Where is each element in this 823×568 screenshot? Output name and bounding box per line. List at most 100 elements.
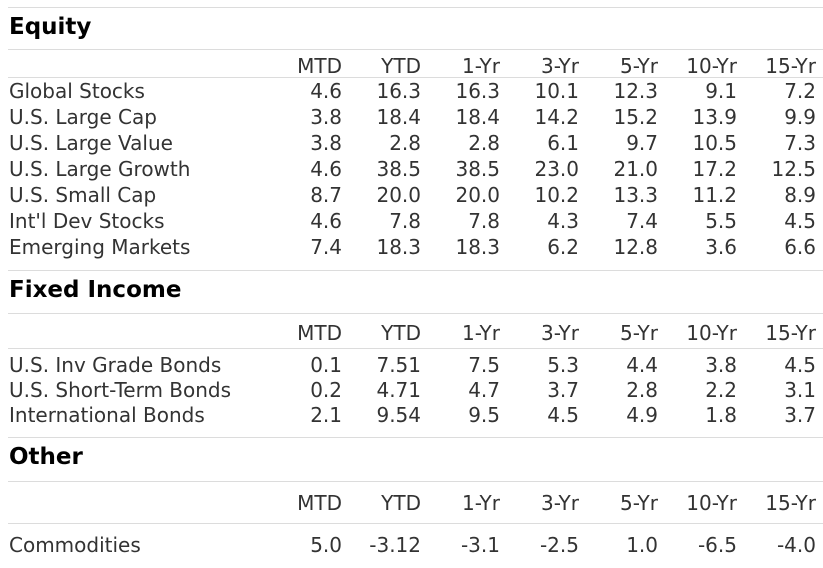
table-row: Commodities 5.0 -3.12 -3.1 -2.5 1.0 -6.5… xyxy=(0,532,823,558)
divider xyxy=(8,270,823,271)
column-header-mtd: MTD xyxy=(297,491,342,515)
cell-15yr: 4.5 xyxy=(784,353,816,377)
cell-1yr: 9.5 xyxy=(468,403,500,427)
column-header-15yr: 15-Yr xyxy=(765,321,816,345)
divider xyxy=(8,77,823,78)
column-header-mtd: MTD xyxy=(297,321,342,345)
column-header-1yr: 1-Yr xyxy=(461,491,500,515)
table-row: U.S. Small Cap 8.7 20.0 20.0 10.2 13.3 1… xyxy=(0,182,823,208)
cell-5yr: 4.4 xyxy=(626,353,658,377)
row-label: U.S. Small Cap xyxy=(9,183,157,207)
cell-mtd: 4.6 xyxy=(310,209,342,233)
cell-3yr: 23.0 xyxy=(534,157,579,181)
cell-3yr: 14.2 xyxy=(534,105,579,129)
row-label: Int'l Dev Stocks xyxy=(9,209,165,233)
cell-mtd: 4.6 xyxy=(310,79,342,103)
cell-1yr: 7.8 xyxy=(468,209,500,233)
cell-1yr: -3.1 xyxy=(460,533,500,557)
row-label: Global Stocks xyxy=(9,79,145,103)
cell-5yr: 2.8 xyxy=(626,378,658,402)
cell-15yr: -4.0 xyxy=(776,533,816,557)
column-header-10yr: 10-Yr xyxy=(686,491,737,515)
cell-ytd: 16.3 xyxy=(376,79,421,103)
cell-ytd: 9.54 xyxy=(376,403,421,427)
cell-15yr: 7.2 xyxy=(784,79,816,103)
column-header-3yr: 3-Yr xyxy=(540,54,579,78)
cell-mtd: 7.4 xyxy=(310,235,342,259)
cell-1yr: 18.3 xyxy=(455,235,500,259)
cell-3yr: 5.3 xyxy=(547,353,579,377)
cell-mtd: 4.6 xyxy=(310,157,342,181)
cell-15yr: 7.3 xyxy=(784,131,816,155)
cell-10yr: 17.2 xyxy=(692,157,737,181)
cell-3yr: 6.2 xyxy=(547,235,579,259)
row-label: U.S. Inv Grade Bonds xyxy=(9,353,222,377)
cell-5yr: 1.0 xyxy=(626,533,658,557)
table-row: U.S. Inv Grade Bonds 0.1 7.51 7.5 5.3 4.… xyxy=(0,352,823,378)
table-row: Int'l Dev Stocks 4.6 7.8 7.8 4.3 7.4 5.5… xyxy=(0,208,823,234)
cell-3yr: 3.7 xyxy=(547,378,579,402)
row-label: U.S. Large Cap xyxy=(9,105,157,129)
cell-10yr: -6.5 xyxy=(697,533,737,557)
cell-10yr: 10.5 xyxy=(692,131,737,155)
cell-10yr: 13.9 xyxy=(692,105,737,129)
cell-1yr: 2.8 xyxy=(468,131,500,155)
cell-ytd: 2.8 xyxy=(389,131,421,155)
divider xyxy=(8,7,823,8)
section-title-fixed-income: Fixed Income xyxy=(9,277,182,303)
cell-10yr: 9.1 xyxy=(705,79,737,103)
cell-5yr: 7.4 xyxy=(626,209,658,233)
column-header-3yr: 3-Yr xyxy=(540,321,579,345)
cell-ytd: 18.4 xyxy=(376,105,421,129)
column-header-5yr: 5-Yr xyxy=(619,54,658,78)
cell-3yr: 4.3 xyxy=(547,209,579,233)
column-header-5yr: 5-Yr xyxy=(619,491,658,515)
column-header-ytd: YTD xyxy=(381,321,421,345)
cell-15yr: 3.1 xyxy=(784,378,816,402)
cell-10yr: 11.2 xyxy=(692,183,737,207)
section-title-other: Other xyxy=(9,444,83,470)
cell-ytd: 20.0 xyxy=(376,183,421,207)
column-header-ytd: YTD xyxy=(381,491,421,515)
cell-15yr: 3.7 xyxy=(784,403,816,427)
table-row: International Bonds 2.1 9.54 9.5 4.5 4.9… xyxy=(0,402,823,428)
row-label: U.S. Large Value xyxy=(9,131,173,155)
cell-15yr: 8.9 xyxy=(784,183,816,207)
cell-ytd: -3.12 xyxy=(369,533,421,557)
cell-5yr: 13.3 xyxy=(613,183,658,207)
cell-mtd: 2.1 xyxy=(310,403,342,427)
cell-1yr: 38.5 xyxy=(455,157,500,181)
cell-ytd: 4.71 xyxy=(376,378,421,402)
cell-ytd: 18.3 xyxy=(376,235,421,259)
divider xyxy=(8,523,823,524)
table-row: U.S. Large Value 3.8 2.8 2.8 6.1 9.7 10.… xyxy=(0,130,823,156)
divider xyxy=(8,437,823,438)
column-header-1yr: 1-Yr xyxy=(461,54,500,78)
cell-ytd: 7.51 xyxy=(376,353,421,377)
cell-15yr: 6.6 xyxy=(784,235,816,259)
column-header-row: MTD YTD 1-Yr 3-Yr 5-Yr 10-Yr 15-Yr xyxy=(0,320,823,346)
cell-10yr: 3.8 xyxy=(705,353,737,377)
column-header-row: MTD YTD 1-Yr 3-Yr 5-Yr 10-Yr 15-Yr xyxy=(0,490,823,516)
cell-1yr: 20.0 xyxy=(455,183,500,207)
row-label: U.S. Short-Term Bonds xyxy=(9,378,232,402)
cell-mtd: 0.1 xyxy=(310,353,342,377)
column-header-10yr: 10-Yr xyxy=(686,54,737,78)
cell-10yr: 2.2 xyxy=(705,378,737,402)
cell-3yr: 10.2 xyxy=(534,183,579,207)
divider xyxy=(8,313,823,314)
column-header-15yr: 15-Yr xyxy=(765,54,816,78)
column-header-3yr: 3-Yr xyxy=(540,491,579,515)
column-header-row: MTD YTD 1-Yr 3-Yr 5-Yr 10-Yr 15-Yr xyxy=(0,53,823,79)
cell-5yr: 12.3 xyxy=(613,79,658,103)
cell-mtd: 8.7 xyxy=(310,183,342,207)
cell-5yr: 21.0 xyxy=(613,157,658,181)
cell-3yr: -2.5 xyxy=(539,533,579,557)
row-label: Emerging Markets xyxy=(9,235,191,259)
column-header-15yr: 15-Yr xyxy=(765,491,816,515)
divider xyxy=(8,49,823,50)
cell-3yr: 6.1 xyxy=(547,131,579,155)
table-row: U.S. Large Cap 3.8 18.4 18.4 14.2 15.2 1… xyxy=(0,104,823,130)
divider xyxy=(8,348,823,349)
cell-15yr: 9.9 xyxy=(784,105,816,129)
